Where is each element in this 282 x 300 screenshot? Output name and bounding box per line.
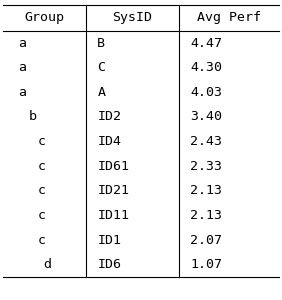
Text: Group: Group — [25, 11, 64, 24]
Text: 2.07: 2.07 — [190, 233, 222, 247]
Text: 1.07: 1.07 — [190, 258, 222, 271]
Text: d: d — [43, 258, 51, 271]
Text: Avg Perf: Avg Perf — [197, 11, 261, 24]
Text: ID6: ID6 — [97, 258, 121, 271]
Text: c: c — [38, 135, 46, 148]
Text: B: B — [97, 37, 105, 50]
Text: c: c — [38, 184, 46, 197]
Text: 2.43: 2.43 — [190, 135, 222, 148]
Text: ID61: ID61 — [97, 160, 129, 173]
Text: ID4: ID4 — [97, 135, 121, 148]
Text: SysID: SysID — [113, 11, 153, 24]
Text: a: a — [19, 86, 27, 99]
Text: A: A — [97, 86, 105, 99]
Text: a: a — [19, 37, 27, 50]
Text: c: c — [38, 233, 46, 247]
Text: C: C — [97, 61, 105, 74]
Text: c: c — [38, 209, 46, 222]
Text: 4.47: 4.47 — [190, 37, 222, 50]
Text: ID1: ID1 — [97, 233, 121, 247]
Text: 2.13: 2.13 — [190, 209, 222, 222]
Text: ID21: ID21 — [97, 184, 129, 197]
Text: 3.40: 3.40 — [190, 110, 222, 124]
Text: 2.33: 2.33 — [190, 160, 222, 173]
Text: b: b — [28, 110, 36, 124]
Text: 2.13: 2.13 — [190, 184, 222, 197]
Text: 4.30: 4.30 — [190, 61, 222, 74]
Text: c: c — [38, 160, 46, 173]
Text: ID2: ID2 — [97, 110, 121, 124]
Text: a: a — [19, 61, 27, 74]
Text: 4.03: 4.03 — [190, 86, 222, 99]
Text: ID11: ID11 — [97, 209, 129, 222]
